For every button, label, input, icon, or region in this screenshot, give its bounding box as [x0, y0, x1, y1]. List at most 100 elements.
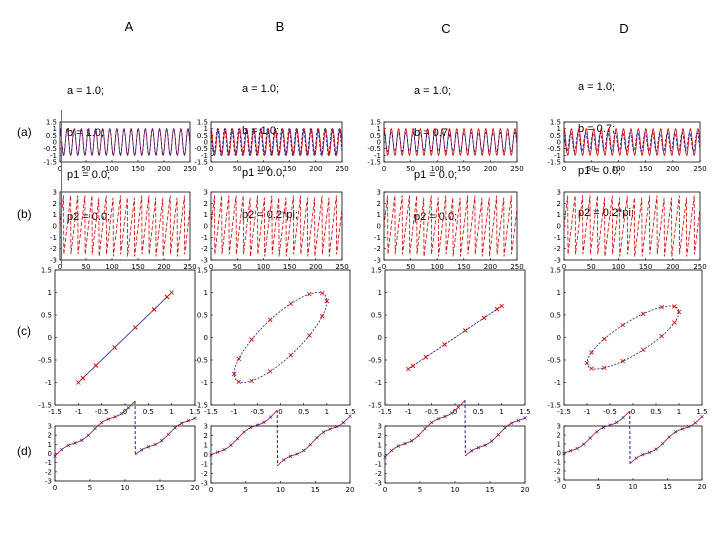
panel-b-b-phase-line: [210, 195, 343, 257]
panel-c-b-point: [324, 298, 330, 304]
panel-a-c-ytick-label: -1: [374, 152, 381, 160]
panel-b-b-ytick-label: -3: [201, 257, 208, 265]
panel-d-b-point: [321, 430, 326, 434]
panel-d-d-point: [595, 430, 599, 434]
panel-d-d-ytick-label: -2: [554, 468, 561, 476]
row-label-c: (c): [17, 324, 31, 338]
panel-a-d-ytick-label: 1.5: [550, 119, 561, 127]
panel-c-d: 1.5 1 0.5 0 -0.5 -1 -1.5-1.5 -1 -0.5 0 0.5 1 1.5: [547, 267, 707, 417]
panel-c-c-xtick-label: -1: [405, 408, 412, 416]
panel-c-d-point: [602, 336, 607, 342]
panel-c-d-point: [602, 365, 607, 371]
panel-c-d-ytick-label: 1.5: [550, 267, 561, 275]
panel-d-a-point: [66, 443, 71, 448]
panel-b-b-ytick-label: 0: [204, 223, 208, 231]
panel-d-d-xtick-label: 15: [663, 483, 672, 491]
panel-c-b-point: [307, 333, 312, 338]
green-cursor-line[interactable]: [61, 110, 62, 265]
panel-d-d-point: [654, 447, 658, 451]
panel-c-b-xtick-label: -1: [231, 408, 238, 416]
panel-d-a-xtick-label: 15: [156, 484, 165, 492]
param-a-line-1: a = 1.0;: [67, 85, 105, 97]
panel-c-d-point: [659, 304, 664, 310]
panel-c-b-xtick-label: -0.5: [250, 408, 264, 416]
panel-d-c-point: [403, 441, 407, 446]
panel-d-b-ytick-label: -3: [201, 480, 208, 488]
panel-c-c-point: [423, 354, 429, 360]
panel-a-c: 1.510.50-0.5-1-1.50 50 100 150 200 250: [367, 119, 523, 174]
panel-c-d-ytick-label: -1.5: [547, 402, 561, 410]
panel-c-a-point: [112, 345, 117, 350]
panel-b-b-xtick-label: 50: [233, 263, 242, 271]
panel-d-a-point: [86, 433, 91, 437]
panel-c-c-ellipse: [408, 305, 502, 370]
panel-c-a-point: [93, 363, 99, 368]
param-d-line-2: b = 0.7;: [578, 123, 616, 135]
panel-d-d-ytick-label: -3: [554, 477, 561, 485]
panel-d-b-point: [335, 425, 339, 429]
panel-c-a-ellipse: [78, 292, 172, 383]
panel-c-b-point: [319, 290, 325, 296]
panel-c-a-xtick-label: 1.5: [189, 408, 200, 416]
panel-a-d-ytick-label: 1: [557, 125, 561, 133]
panel-d-b-point: [288, 454, 293, 458]
panel-a-c-xtick-label: 0: [382, 165, 386, 173]
panel-c-a-ytick-label: 1: [48, 289, 52, 297]
panel-c-c-point: [410, 363, 416, 369]
panel-a-a-ytick-label: 0: [53, 139, 57, 147]
panel-b-d-xtick-label: 0: [562, 263, 566, 271]
panel-b-a-xtick-label: 100: [105, 263, 118, 271]
panel-d-c-point: [476, 445, 481, 450]
column-header-a: A: [124, 19, 134, 34]
panel-d-d-point: [667, 435, 671, 439]
panel-b-c-xtick-label: 100: [431, 263, 444, 271]
panel-a-b-xtick-label: 250: [335, 165, 348, 173]
param-c-line-3: p1 = 0.0;: [414, 169, 458, 181]
panel-a-d-ytick-label: 0: [557, 139, 561, 147]
panel-c-a-ytick-label: -1.5: [38, 402, 52, 410]
panel-b-a-ytick-label: -1: [50, 234, 57, 242]
panel-b-d-xtick-label: 150: [639, 263, 652, 271]
panel-c-d-xtick-label: 0: [631, 408, 635, 416]
panel-a-d-xtick-label: 100: [612, 165, 625, 173]
panel-d-a-xtick-label: 10: [121, 484, 130, 492]
panel-d-b-point: [268, 415, 273, 419]
panel-a-a-ytick-label: -1.5: [43, 159, 57, 167]
panel-d-d-point: [700, 415, 704, 419]
panel-b-c-ytick-label: 0: [377, 223, 381, 231]
panel-c-b-point: [231, 371, 237, 377]
panel-b-c-xtick-label: 250: [510, 263, 523, 271]
panel-d-d-point: [621, 415, 625, 420]
panel-c-b-point: [288, 352, 294, 358]
panel-c-a-xtick-label: 1: [169, 408, 173, 416]
panel-d-d-point: [562, 451, 566, 456]
panel-c-d-ytick-label: 0: [557, 334, 561, 342]
panel-b-c-xtick-label: 150: [457, 263, 470, 271]
panel-c-d-xtick-label: 1.5: [696, 408, 707, 416]
panel-b-b-ytick-label: -2: [201, 245, 208, 253]
panel-d-d-point: [568, 449, 573, 453]
panel-b-d-ytick-label: -2: [554, 245, 561, 253]
panel-d-d-ytick-label: 3: [557, 423, 561, 431]
panel-d-c-frame: [384, 425, 526, 484]
panel-a-b-xtick-label: 150: [283, 165, 296, 173]
panel-a-c-series-2: [383, 132, 518, 152]
column-header-b: B: [275, 19, 285, 34]
panel-c-c-xtick-label: 0: [453, 408, 457, 416]
panel-b-c-ytick-label: -2: [374, 245, 381, 253]
panel-d-a-ytick-label: 0: [48, 450, 52, 458]
panel-b-d-xtick-label: 50: [587, 263, 596, 271]
panel-c-a-ytick-label: 1.5: [41, 267, 52, 275]
panel-c-d-point: [659, 333, 664, 339]
panel-d-c-point: [516, 418, 521, 423]
panel-a-b-xtick-label: 100: [257, 165, 270, 173]
panel-c-b-point: [288, 301, 294, 306]
panel-d-b-curve-left: [210, 409, 278, 456]
panel-c-d-point: [640, 311, 646, 317]
panel-d-a-point: [59, 447, 64, 452]
panel-b-b-xtick-label: 0: [209, 263, 213, 271]
panel-c-b-ellipse: [233, 292, 328, 383]
panel-d-c-ytick-label: 0: [378, 451, 382, 459]
panel-c-d-xtick-label: 1: [677, 408, 681, 416]
panel-b-d-ytick-label: 0: [557, 223, 561, 231]
